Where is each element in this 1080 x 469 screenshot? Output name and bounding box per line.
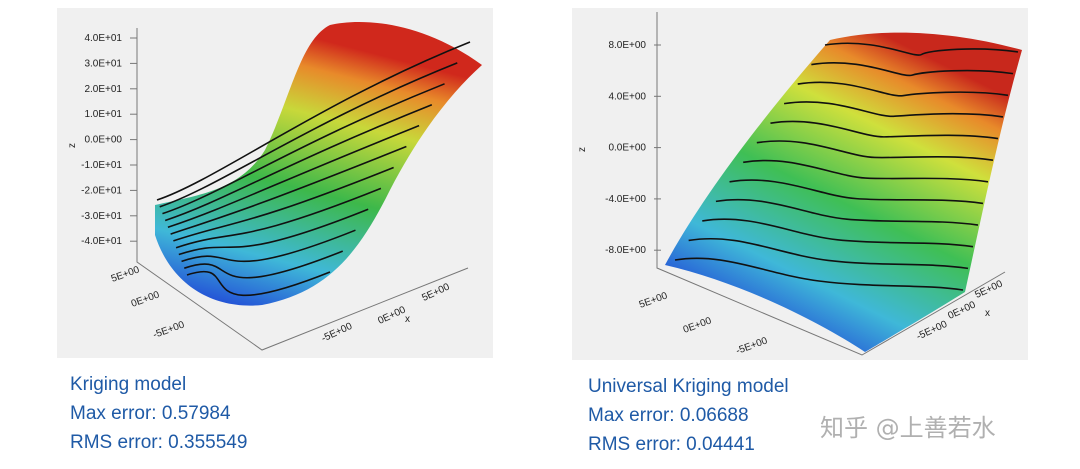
contour-line (164, 103, 433, 222)
watermark: 知乎 @上善若水 (820, 414, 996, 442)
z-tick-label: -4.0E+00 (605, 194, 646, 205)
caption-line: Kriging model (70, 374, 186, 395)
contour-line (170, 145, 407, 235)
contour-line (743, 159, 989, 183)
z-axis-label: z (577, 147, 588, 152)
z-tick-label: 1.0E+01 (84, 109, 122, 120)
contour-line (181, 229, 356, 263)
axis-frame (136, 28, 469, 351)
caption-line: Universal Kriging model (588, 376, 789, 397)
z-tick-label: 4.0E+01 (84, 33, 122, 44)
z-tick-label: -8.0E+00 (605, 245, 646, 256)
z-tick-label: 4.0E+00 (608, 91, 646, 102)
surface (665, 32, 1022, 352)
z-tick-label: 2.0E+01 (84, 84, 122, 95)
contour-line (756, 140, 994, 161)
contour-lines (674, 42, 1019, 291)
contour-line (688, 237, 969, 270)
contour-lines (156, 41, 471, 297)
contour-line (159, 62, 458, 208)
z-tick-label: 0.0E+00 (608, 143, 646, 154)
caption-line: RMS error: 0.355549 (70, 432, 247, 453)
contour-line (186, 270, 331, 297)
contour-line (674, 257, 964, 291)
caption-line: Max error: 0.57984 (70, 403, 231, 424)
contour-line (167, 124, 420, 229)
contour-line (173, 166, 394, 242)
z-tick-label: 3.0E+01 (84, 58, 122, 69)
contour-line (729, 179, 984, 205)
axis-frame (656, 12, 1006, 356)
contour-line (824, 42, 1019, 56)
z-tick-label: -2.0E+01 (81, 185, 122, 196)
contour-line (797, 81, 1009, 97)
contour-line (770, 120, 999, 140)
x-axis-label: x (405, 314, 410, 325)
contour-line (715, 198, 979, 226)
z-tick-label: 0.0E+00 (84, 135, 122, 146)
z-axis-label: z (67, 143, 78, 148)
contour-line (811, 62, 1014, 77)
caption-line: Max error: 0.06688 (588, 405, 749, 426)
caption-line: RMS error: 0.04441 (588, 434, 755, 455)
contour-line (184, 250, 344, 279)
contour-line (175, 187, 382, 249)
contour-line (162, 83, 445, 215)
x-axis-label: x (985, 308, 990, 319)
contour-line (702, 218, 974, 248)
z-tick-label: -4.0E+01 (81, 236, 122, 247)
contour-line (156, 41, 471, 201)
contour-line (178, 208, 369, 256)
z-tick-label: -3.0E+01 (81, 211, 122, 222)
z-tick-label: 8.0E+00 (608, 40, 646, 51)
contour-line (783, 101, 1004, 118)
z-tick-label: -1.0E+01 (81, 160, 122, 171)
